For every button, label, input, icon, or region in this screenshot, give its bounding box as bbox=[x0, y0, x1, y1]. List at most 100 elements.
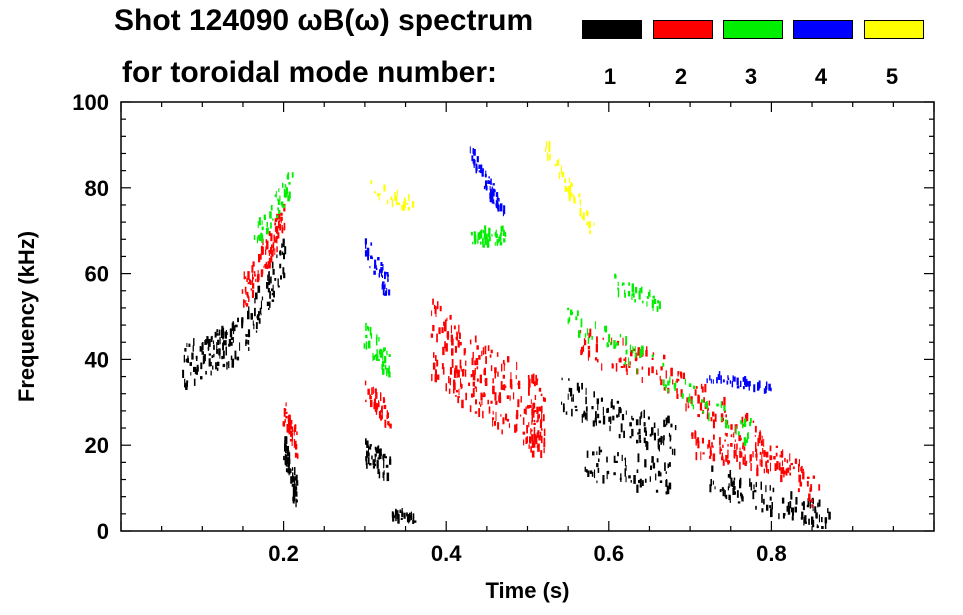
mode-1-point bbox=[192, 345, 194, 352]
mode-1-point bbox=[287, 468, 290, 474]
mode-1-point bbox=[237, 317, 239, 323]
mode-1-point bbox=[790, 491, 793, 500]
mode-3-point bbox=[651, 354, 654, 358]
mode-2-point bbox=[289, 421, 292, 430]
mode-2-point bbox=[434, 369, 437, 376]
mode-2-point bbox=[735, 449, 737, 457]
mode-2-point bbox=[701, 386, 704, 393]
mode-4-point bbox=[710, 378, 712, 384]
mode-4-point bbox=[722, 379, 725, 383]
mode-2-point bbox=[275, 225, 279, 234]
mode-2-point bbox=[723, 396, 726, 406]
mode-5-point bbox=[593, 222, 595, 226]
mode-2-point bbox=[538, 434, 541, 441]
mode-2-point bbox=[798, 474, 801, 483]
mode-3-point bbox=[277, 199, 280, 205]
mode-2-point bbox=[256, 274, 258, 279]
mode-1-point bbox=[737, 501, 741, 504]
mode-2-point bbox=[436, 359, 439, 367]
mode-3-point bbox=[487, 239, 490, 248]
mode-1-point bbox=[618, 434, 621, 439]
mode-1-point bbox=[592, 451, 595, 456]
mode-2-point bbox=[483, 392, 485, 398]
mode-2-point bbox=[709, 446, 712, 454]
mode-2-point bbox=[725, 455, 728, 462]
mode-2-point bbox=[268, 249, 270, 253]
mode-2-point bbox=[282, 227, 284, 234]
mode-2-point bbox=[531, 420, 533, 425]
mode-4-point bbox=[490, 195, 493, 203]
mode-1-point bbox=[245, 334, 248, 337]
mode-4-point bbox=[370, 255, 373, 259]
mode-2-point bbox=[800, 467, 803, 472]
mode-3-point bbox=[384, 366, 386, 370]
mode-4-point bbox=[748, 382, 750, 391]
mode-4-point bbox=[365, 241, 367, 245]
mode-2-point bbox=[261, 246, 264, 255]
mode-2-point bbox=[542, 414, 545, 422]
mode-2-point bbox=[474, 411, 478, 414]
mode-2-point bbox=[469, 339, 472, 345]
mode-1-point bbox=[666, 485, 670, 495]
mode-1-point bbox=[250, 313, 253, 320]
mode-1-point bbox=[803, 517, 805, 526]
mode-2-point bbox=[677, 371, 679, 377]
mode-3-point bbox=[261, 220, 263, 226]
mode-3-point bbox=[258, 234, 261, 241]
mode-2-point bbox=[759, 459, 761, 466]
mode-2-point bbox=[280, 212, 283, 216]
mode-3-point bbox=[738, 431, 740, 436]
mode-2-point bbox=[733, 449, 736, 459]
mode-3-point bbox=[388, 354, 391, 357]
mode-3-point bbox=[375, 354, 377, 357]
mode-2-point bbox=[450, 325, 452, 334]
mode-1-point bbox=[188, 343, 191, 347]
mode-1-point bbox=[657, 470, 661, 477]
mode-1-point bbox=[221, 329, 223, 338]
mode-1-point bbox=[268, 278, 271, 286]
mode-4-point bbox=[479, 165, 482, 169]
mode-3-point bbox=[376, 349, 378, 358]
mode-2-point bbox=[276, 246, 278, 253]
mode-1-point bbox=[367, 452, 370, 457]
mode-1-point bbox=[397, 513, 400, 520]
mode-4-point bbox=[743, 386, 745, 390]
mode-3-point bbox=[716, 403, 719, 407]
mode-1-point bbox=[667, 463, 669, 469]
mode-1-point bbox=[292, 496, 295, 504]
mode-2-point bbox=[532, 403, 535, 409]
mode-1-point bbox=[769, 496, 772, 501]
mode-3-point bbox=[381, 349, 383, 356]
x-tick-label: 0.4 bbox=[431, 541, 462, 566]
mode-2-point bbox=[533, 422, 536, 425]
mode-3-point bbox=[480, 241, 482, 245]
mode-2-point bbox=[742, 456, 745, 465]
mode-2-point bbox=[475, 386, 477, 393]
mode-1-point bbox=[655, 473, 657, 481]
mode-2-point bbox=[651, 357, 654, 360]
mode-1-point bbox=[724, 490, 726, 498]
mode-2-point bbox=[724, 432, 726, 436]
mode-2-point bbox=[587, 350, 591, 358]
mode-1-point bbox=[230, 355, 233, 360]
mode-3-point bbox=[570, 309, 573, 316]
mode-1-point bbox=[291, 467, 294, 471]
mode-2-point bbox=[533, 409, 537, 413]
mode-3-point bbox=[473, 231, 476, 239]
mode-1-point bbox=[279, 263, 282, 269]
mode-2-point bbox=[431, 310, 433, 317]
mode-1-point bbox=[290, 477, 293, 482]
mode-3-point bbox=[720, 401, 722, 409]
mode-2-point bbox=[455, 394, 457, 397]
mode-2-point bbox=[386, 410, 388, 418]
mode-2-point bbox=[531, 434, 534, 442]
mode-1-point bbox=[374, 454, 376, 463]
mode-1-point bbox=[216, 342, 218, 350]
mode-1-point bbox=[628, 475, 631, 479]
mode-3-point bbox=[499, 241, 503, 246]
mode-3-point bbox=[263, 214, 266, 220]
mode-5-point bbox=[558, 172, 561, 180]
mode-2-point bbox=[516, 361, 518, 370]
mode-1-point bbox=[225, 346, 227, 356]
mode-2-point bbox=[457, 396, 460, 404]
